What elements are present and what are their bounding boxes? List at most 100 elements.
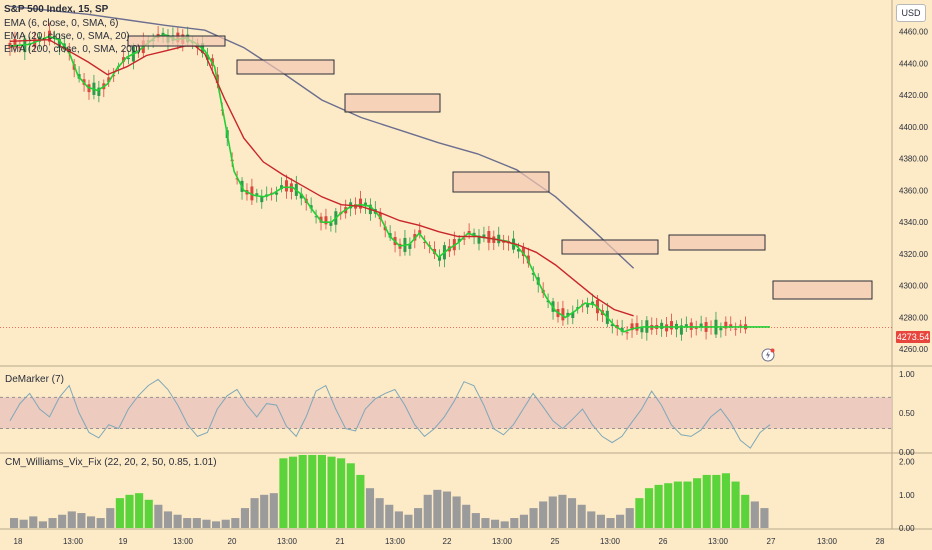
vix-bar xyxy=(625,508,634,528)
vix-bar xyxy=(654,484,663,528)
currency-button[interactable]: USD xyxy=(896,4,926,22)
vix-bar xyxy=(673,481,682,528)
vix-bar xyxy=(731,481,740,528)
candle-body xyxy=(719,327,723,331)
price-tick-label: 4400.00 xyxy=(899,123,928,132)
candle-body xyxy=(359,198,363,209)
candle-body xyxy=(739,324,743,326)
vix-bar xyxy=(414,508,423,528)
time-tick-label: 13:00 xyxy=(600,537,621,546)
candle-body xyxy=(625,332,629,334)
vix-bar xyxy=(327,456,336,528)
price-tick-label: 4260.00 xyxy=(899,345,928,354)
vix-bar xyxy=(288,456,298,528)
price-tick-label: 4440.00 xyxy=(899,59,928,68)
vix-bar xyxy=(29,516,38,528)
candle-body xyxy=(250,186,254,201)
vix-bar xyxy=(558,494,567,528)
time-tick-label: 13:00 xyxy=(708,537,729,546)
vix-bar xyxy=(567,498,577,528)
candle-body xyxy=(516,249,520,252)
demarker-line xyxy=(9,378,771,449)
candle-body xyxy=(660,322,664,329)
time-tick-label: 13:00 xyxy=(817,537,838,546)
vix-bar xyxy=(183,518,192,528)
vix-bar xyxy=(260,494,269,528)
candle-body xyxy=(408,243,412,249)
annotation-box xyxy=(561,239,659,255)
vix-tick-label: 2.00 xyxy=(899,458,915,467)
candle-body xyxy=(270,192,274,194)
vix-bar xyxy=(404,514,413,528)
vix-bar xyxy=(144,499,153,528)
vix-bar xyxy=(481,518,490,528)
vix-bar xyxy=(250,498,259,528)
annotation-box xyxy=(127,35,226,47)
vix-bar xyxy=(750,501,759,528)
vix-tick-label: 0.00 xyxy=(899,524,915,533)
vix-bar xyxy=(596,514,605,528)
vix-bar xyxy=(106,508,115,528)
candle-body xyxy=(699,323,703,328)
time-tick-label: 21 xyxy=(336,537,345,546)
last-price-tag: 4273.54 xyxy=(896,331,930,343)
demarker-label[interactable]: DeMarker (7) xyxy=(5,374,64,385)
vix-bar xyxy=(471,513,480,528)
vix-tick-label: 1.00 xyxy=(899,491,915,500)
candle-body xyxy=(122,57,126,62)
lightning-alert-icon[interactable] xyxy=(761,348,775,362)
price-tick-label: 4420.00 xyxy=(899,91,928,100)
candle-body xyxy=(107,77,111,82)
candle-body xyxy=(126,57,130,60)
vix-bar xyxy=(385,504,394,528)
vix-bar xyxy=(721,473,731,528)
price-tick-label: 4360.00 xyxy=(899,186,928,195)
vix-bar xyxy=(317,455,326,528)
candle-body xyxy=(610,324,614,327)
candle-body xyxy=(477,235,481,244)
candle-body xyxy=(418,230,422,235)
candle-body xyxy=(205,54,209,60)
ema6-line xyxy=(9,34,770,333)
candle-body xyxy=(630,323,634,331)
vix-fix-label[interactable]: CM_Williams_Vix_Fix (22, 20, 2, 50, 0.85… xyxy=(5,457,217,468)
vix-bar xyxy=(702,474,711,528)
time-tick-label: 22 xyxy=(443,537,452,546)
vix-bar xyxy=(375,498,384,528)
candle-body xyxy=(487,231,491,243)
vix-bar xyxy=(221,519,230,528)
ema20-line xyxy=(9,38,634,317)
time-tick-label: 13:00 xyxy=(385,537,406,546)
vix-bar xyxy=(577,504,586,528)
vix-bar xyxy=(760,508,769,528)
candle-body xyxy=(112,75,116,77)
annotation-box xyxy=(236,59,335,75)
candle-body xyxy=(161,32,165,36)
candle-body xyxy=(497,234,501,244)
vix-bar xyxy=(519,514,528,528)
candle-body xyxy=(571,312,575,319)
candle-body xyxy=(679,325,683,335)
time-tick-label: 18 xyxy=(14,537,23,546)
vix-bar xyxy=(433,489,442,528)
time-tick-label: 20 xyxy=(228,537,237,546)
candle-body xyxy=(729,324,733,328)
time-tick-label: 28 xyxy=(876,537,885,546)
time-tick-label: 27 xyxy=(767,537,776,546)
candle-body xyxy=(684,324,688,328)
ema200-legend[interactable]: EMA (200, close, 0, SMA, 200) xyxy=(4,44,141,55)
vix-bar xyxy=(77,513,86,528)
vix-bar xyxy=(712,474,721,528)
candle-body xyxy=(378,212,382,220)
vix-bar xyxy=(192,518,201,528)
candle-body xyxy=(521,247,525,257)
ema20-legend[interactable]: EMA (20, close, 0, SMA, 20) xyxy=(4,31,130,42)
time-tick-label: 13:00 xyxy=(63,537,84,546)
demarker-band xyxy=(0,397,892,429)
vix-bar xyxy=(173,514,182,528)
candle-body xyxy=(52,35,56,38)
candle-body xyxy=(482,234,486,239)
vix-bar xyxy=(741,494,750,528)
ema6-legend[interactable]: EMA (6, close, 0, SMA, 6) xyxy=(4,18,119,29)
